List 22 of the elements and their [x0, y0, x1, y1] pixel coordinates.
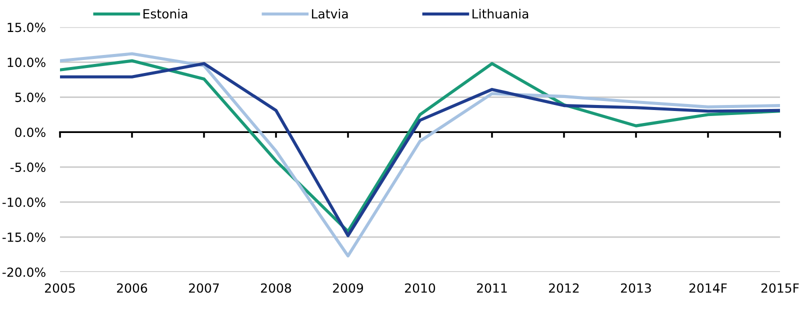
x-tick-label: 2013 [621, 283, 651, 293]
y-tick-label: 5.0% [15, 92, 46, 102]
y-tick-label: -15.0% [2, 232, 46, 242]
legend-label: Estonia [143, 8, 188, 19]
x-tick-label: 2006 [117, 283, 148, 293]
x-tick-label: 2005 [45, 283, 75, 293]
legend-label: Lithuania [472, 8, 528, 19]
y-tick-label: 15.0% [8, 22, 46, 32]
y-tick-label: 0.0% [15, 128, 46, 138]
x-tick-label: 2007 [189, 283, 219, 293]
y-tick-label: -10.0% [2, 198, 46, 207]
y-tick-label: -20.0% [2, 267, 46, 277]
x-tick-label: 2012 [549, 283, 579, 293]
legend-label: Latvia [312, 8, 348, 19]
y-tick-label: 10.0% [8, 58, 46, 68]
x-tick-label: 2008 [261, 283, 292, 293]
x-tick-label: 2014F [689, 283, 727, 293]
x-tick-label: 2011 [477, 283, 507, 293]
x-tick-label: 2009 [333, 283, 364, 293]
y-tick-label: -5.0% [10, 162, 46, 172]
x-tick-label: 2010 [405, 283, 436, 293]
x-tick-label: 2015F [761, 283, 799, 293]
